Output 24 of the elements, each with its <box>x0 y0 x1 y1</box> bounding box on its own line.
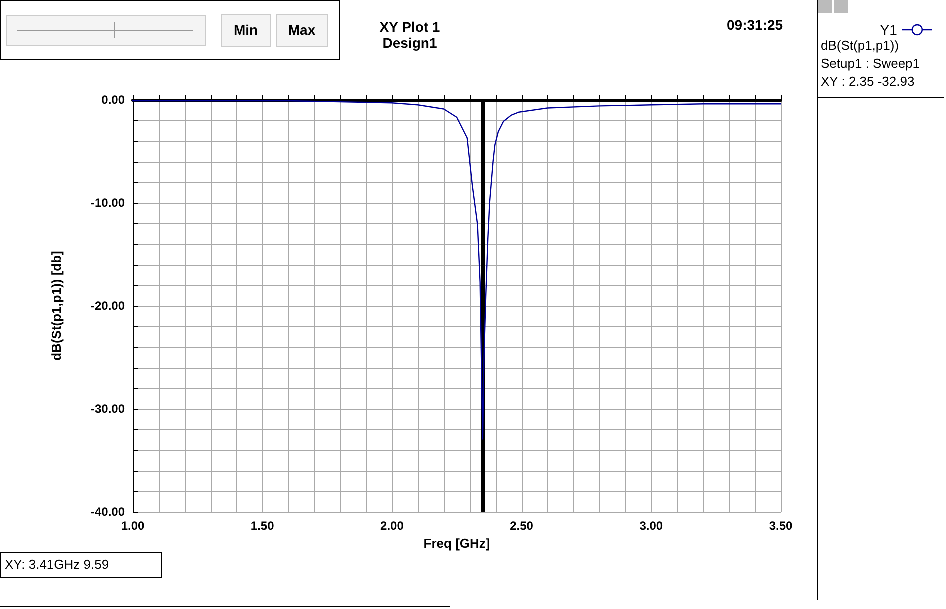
x-axis-title: Freq [GHz] <box>424 536 490 551</box>
text: 09:31:25 <box>727 17 784 33</box>
y-tick-label: -10.00 <box>90 196 126 210</box>
y-tick-label: -20.00 <box>90 299 126 313</box>
chart-subtitle: Design1 <box>382 35 438 51</box>
y-tick-label: -40.00 <box>90 505 126 519</box>
line-series <box>132 100 782 440</box>
legend-label: Y1 <box>880 22 898 38</box>
y-tick-label: 0.00 <box>102 93 126 107</box>
text: Setup1 : Sweep1 <box>821 56 920 71</box>
chart-title: XY Plot 1 <box>380 19 440 35</box>
x-tick-label: 3.00 <box>640 519 664 533</box>
x-tick-label: 2.50 <box>510 519 534 533</box>
text: XY : 2.35 -32.93 <box>821 74 915 89</box>
x-tick-label: 3.50 <box>769 519 793 533</box>
x-tick-label: 1.50 <box>250 519 275 533</box>
text: Max <box>276 14 328 47</box>
y-axis-title: dB(St(p1,p1)) [db] <box>49 251 64 361</box>
text: Min <box>221 14 271 47</box>
y-tick-label: -30.00 <box>90 402 126 416</box>
x-tick-label: 2.00 <box>380 519 404 533</box>
text: dB(St(p1,p1)) <box>821 38 900 53</box>
text: XY: 3.41GHz 9.59 <box>5 557 110 572</box>
x-tick-label: 1.00 <box>121 519 145 533</box>
